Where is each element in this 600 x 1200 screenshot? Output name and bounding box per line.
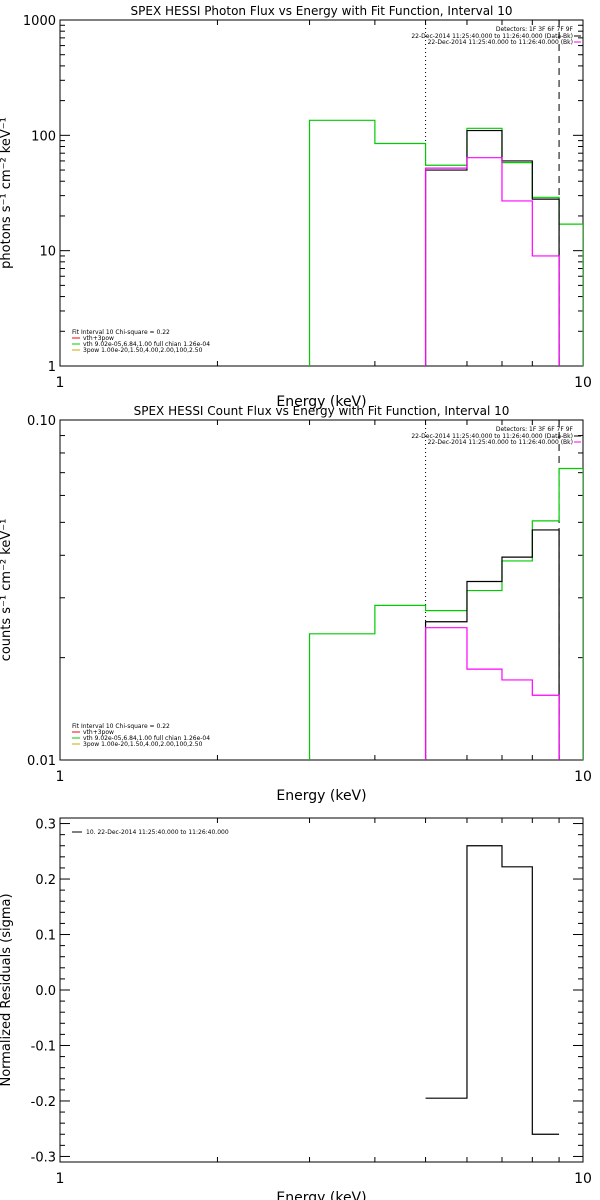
y-tick-label: 0.01 [27,754,56,769]
legend-top: 10. 22-Dec-2014 11:25:40.000 to 11:26:40… [72,829,229,836]
plot-frame [59,419,584,761]
chart-panel-1: 1 10 1 10 100 1000 SPEX HESSI Photon Flux vs E… [0,4,592,410]
x-tick-label: 10 [574,769,592,785]
legend-entry-label: vth 9.02e-05,6.84,1.00 full chian 1.26e-… [83,341,210,348]
x-axis-label: Energy (keV) [276,394,366,410]
series-magenta [424,627,560,760]
legend-entry-label: vth+3pow [83,335,114,342]
legend-entry-label: vth+3pow [83,729,114,736]
legend-entry-label: 3pow 1.00e-20,1.50,4.00,2.00,100,2.50 [83,347,203,354]
series-residuals [425,845,560,1135]
y-tick-label: 0.0 [35,984,56,999]
y-tick-label: 1 [48,360,56,375]
y-tick-label: -0.3 [31,1150,56,1165]
y-axis-label: photons s⁻¹ cm⁻² keV⁻¹ [0,117,14,269]
y-axis-label: counts s⁻¹ cm⁻² keV⁻¹ [0,519,14,662]
y-tick-label: 0.10 [27,414,56,429]
legend-entry-label: 10. 22-Dec-2014 11:25:40.000 to 11:26:40… [86,829,229,836]
legend-entry-label: 3pow 1.00e-20,1.50,4.00,2.00,100,2.50 [83,741,203,748]
y-tick-label: 1000 [23,14,56,29]
x-tick-label: 1 [56,769,65,785]
series-black [424,129,560,366]
legend-entry-label: 22-Dec-2014 11:25:40.000 to 11:26:40.000… [428,439,573,446]
y-tick-label: -0.1 [31,1039,56,1054]
chart-title: SPEX HESSI Photon Flux vs Energy with Fi… [131,4,513,18]
y-tick-label: 0.1 [35,929,56,944]
plot-frame [59,817,584,1163]
legend-header: Fit Interval 10 Chi-square = 0.22 [72,329,170,336]
legend-entry-label: vth 9.02e-05,6.84,1.00 full chian 1.26e-… [83,735,210,742]
series-magenta [424,157,560,366]
y-tick-label: 0.3 [35,818,56,833]
series-group [308,467,583,760]
chart-panel-2: 1 10 0.01 0.10 SPEX HESSI Count Flux vs Ener… [0,404,592,804]
legend-header: Fit Interval 10 Chi-square = 0.22 [72,723,170,730]
x-tick-label: 10 [574,375,592,391]
series-group [425,845,560,1135]
y-axis-label: Normalized Residuals (sigma) [0,893,14,1086]
series-group [308,119,583,366]
legend-entry-label: 22-Dec-2014 11:25:40.000 to 11:26:40.000… [428,39,573,46]
y-tick-label: 100 [31,129,56,144]
legend-bottom: Fit Interval 10 Chi-square = 0.22vth+3po… [72,723,210,748]
y-tick-label: 10 [39,245,56,260]
x-tick-label: 1 [56,375,65,391]
x-tick-label: 10 [574,1171,592,1187]
chart-panel-3: 1 10 0.3 0.2 0.1 0.0 -0.1 -0.2 -0.3 Energy (keV) N… [0,817,592,1200]
legend-entry-label: 22-Dec-2014 11:25:40.000 to 11:26:40.000… [411,433,573,440]
legend-bottom: Fit Interval 10 Chi-square = 0.22vth+3po… [72,329,210,354]
legend-header: Detectors: 1F 3F 6F 7F 9F [496,426,574,433]
x-axis-label: Energy (keV) [276,788,366,804]
series-green [308,119,583,366]
y-tick-label: 0.2 [35,873,56,888]
series-black [424,529,560,760]
x-tick-label: 1 [56,1171,65,1187]
series-green [308,467,583,760]
y-tick-label: -0.2 [31,1095,56,1110]
x-axis-label: Energy (keV) [276,1190,366,1200]
chart-title: SPEX HESSI Count Flux vs Energy with Fit… [134,404,510,418]
legend-header: Detectors: 1F 3F 6F 7F 9F [496,26,574,33]
legend-entry-label: 22-Dec-2014 11:25:40.000 to 11:26:40.000… [411,33,573,40]
plot-frame [59,19,584,367]
